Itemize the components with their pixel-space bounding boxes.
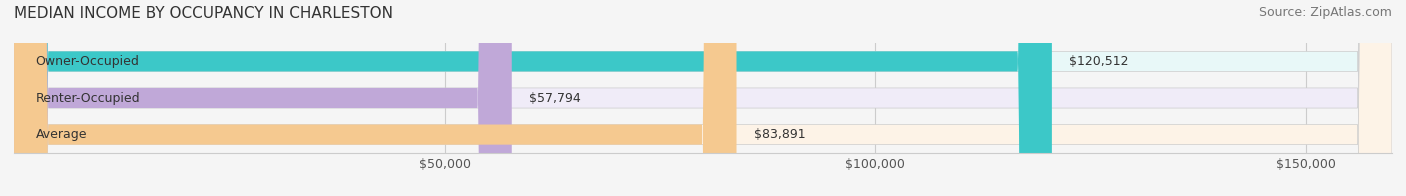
Text: Source: ZipAtlas.com: Source: ZipAtlas.com <box>1258 6 1392 19</box>
Text: Owner-Occupied: Owner-Occupied <box>35 55 139 68</box>
FancyBboxPatch shape <box>14 0 1392 196</box>
Text: Average: Average <box>35 128 87 141</box>
Text: $120,512: $120,512 <box>1069 55 1129 68</box>
Text: Renter-Occupied: Renter-Occupied <box>35 92 141 104</box>
Text: MEDIAN INCOME BY OCCUPANCY IN CHARLESTON: MEDIAN INCOME BY OCCUPANCY IN CHARLESTON <box>14 6 394 21</box>
FancyBboxPatch shape <box>14 0 737 196</box>
FancyBboxPatch shape <box>14 0 1392 196</box>
Text: $83,891: $83,891 <box>754 128 806 141</box>
Text: $57,794: $57,794 <box>529 92 581 104</box>
FancyBboxPatch shape <box>14 0 1052 196</box>
FancyBboxPatch shape <box>14 0 512 196</box>
FancyBboxPatch shape <box>14 0 1392 196</box>
